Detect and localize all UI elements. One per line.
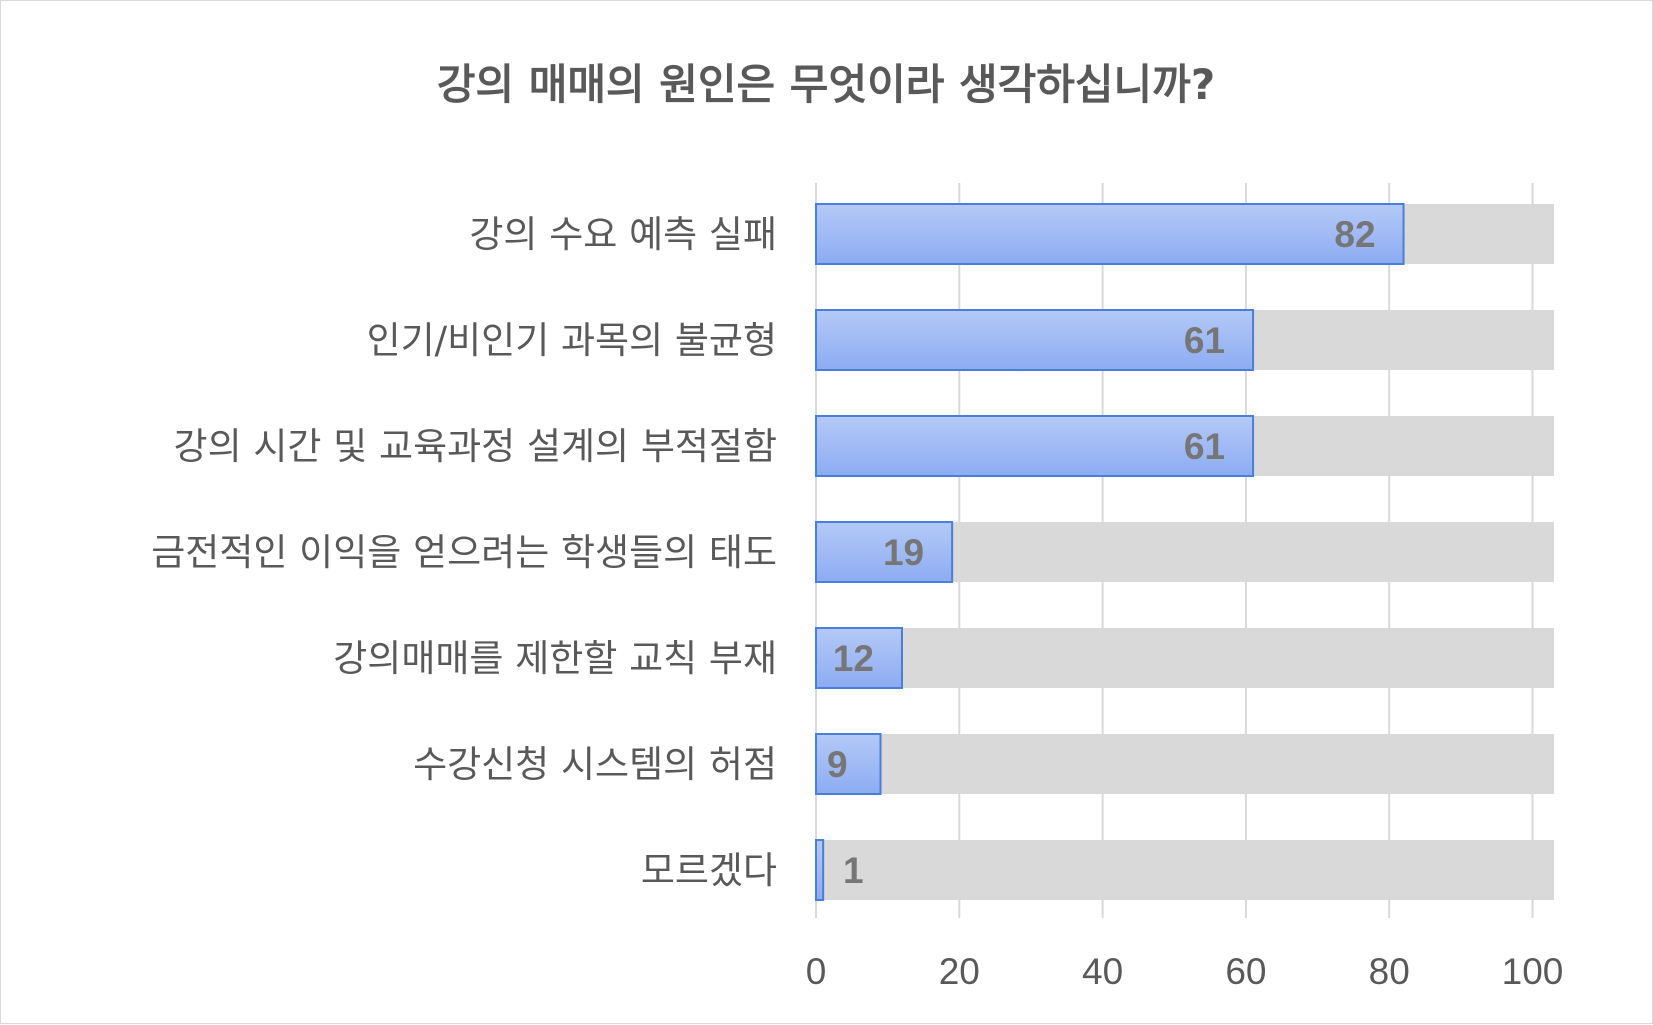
chart-title: 강의 매매의 원인은 무엇이라 생각하십니까? xyxy=(437,60,1215,109)
category-label: 인기/비인기 과목의 불균형 xyxy=(367,319,777,362)
data-labels: 82 61 61 19 12 9 1 xyxy=(827,214,1376,891)
data-label: 9 xyxy=(827,744,848,785)
category-label: 강의매매를 제한할 교칙 부재 xyxy=(333,637,777,680)
category-label: 강의 시간 및 교육과정 설계의 부적절함 xyxy=(174,425,777,468)
x-tick-label: 0 xyxy=(806,951,827,992)
bar xyxy=(815,203,1405,265)
x-tick-label: 40 xyxy=(1082,951,1123,992)
category-label: 수강신청 시스템의 허점 xyxy=(413,743,777,786)
data-label: 12 xyxy=(833,638,874,679)
x-tick-label: 80 xyxy=(1369,951,1410,992)
background-bar xyxy=(816,628,1554,688)
bar xyxy=(815,839,825,901)
x-axis-ticks: 0 20 40 60 80 100 xyxy=(806,951,1564,992)
bar xyxy=(815,733,882,795)
data-label: 1 xyxy=(843,850,864,891)
x-tick-label: 60 xyxy=(1225,951,1266,992)
category-label: 금전적인 이익을 얻으려는 학생들의 태도 xyxy=(151,531,777,574)
data-label: 19 xyxy=(883,532,924,573)
background-bar xyxy=(816,840,1554,900)
bar xyxy=(815,415,1255,477)
bar xyxy=(815,309,1255,371)
bar xyxy=(815,521,954,583)
bars xyxy=(815,203,1405,901)
data-label: 82 xyxy=(1334,214,1375,255)
data-label: 61 xyxy=(1184,426,1225,467)
bar xyxy=(815,627,903,689)
x-tick-label: 100 xyxy=(1502,951,1564,992)
category-label: 모르겠다 xyxy=(641,849,777,892)
data-label: 61 xyxy=(1184,320,1225,361)
category-label: 강의 수요 예측 실패 xyxy=(469,213,777,256)
x-tick-label: 20 xyxy=(939,951,980,992)
background-bar xyxy=(816,734,1554,794)
